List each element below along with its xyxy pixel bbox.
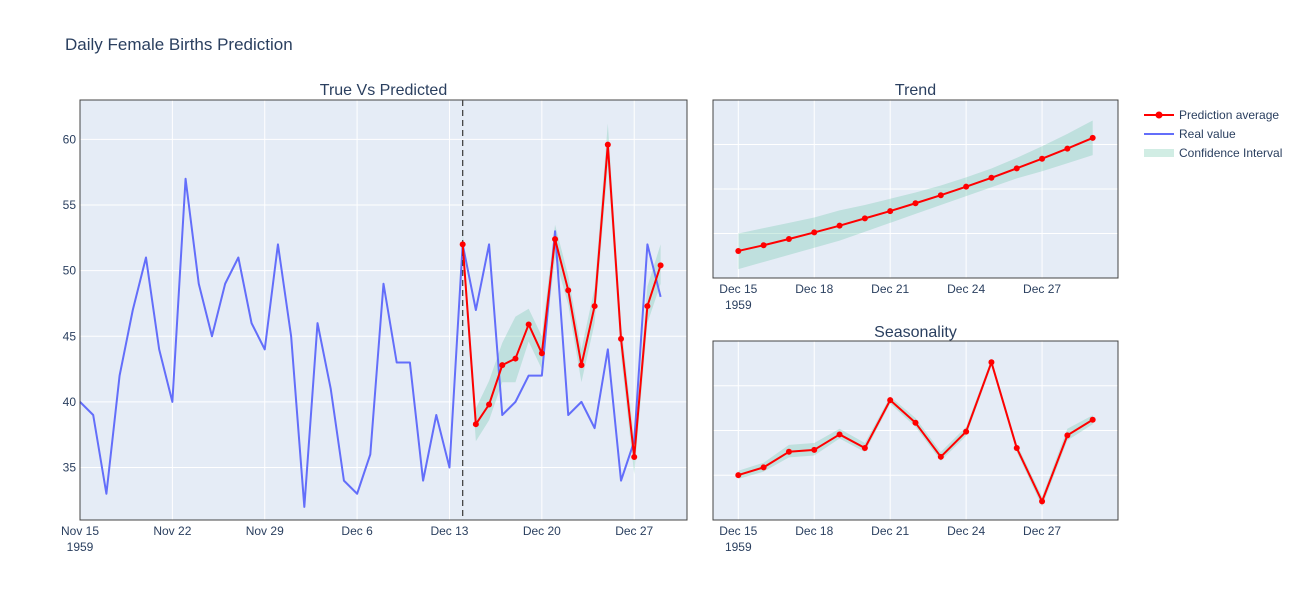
prediction-point [785, 236, 792, 243]
x-tick-label: Dec 24 [947, 282, 985, 296]
prediction-point [861, 445, 868, 452]
prediction-point [552, 236, 559, 243]
prediction-point [631, 454, 638, 460]
prediction-point [512, 355, 519, 362]
legend-item-real[interactable]: Real value [1144, 127, 1236, 141]
prediction-point [811, 229, 818, 236]
trend-panel: Dec 15 1959 Dec 18 Dec 21 Dec 24 Dec 27 [712, 99, 1119, 312]
legend-swatch-confidence [1144, 149, 1174, 157]
real-value-line [79, 177, 662, 508]
prediction-point [988, 359, 995, 366]
prediction-point [1089, 134, 1096, 141]
x-tick-label: Nov 15 [61, 524, 99, 538]
legend-label-prediction: Prediction average [1179, 108, 1279, 122]
x-tick-year-label: 1959 [725, 298, 752, 312]
x-tick-label: Dec 20 [523, 524, 561, 538]
x-tick-label: Nov 22 [153, 524, 191, 538]
y-tick-label: 45 [63, 329, 77, 343]
true-vs-predicted-panel: Nov 15 1959 Nov 22 Nov 29 Dec 6 Dec 13 Dec 20 D… [61, 99, 688, 554]
legend-marker-prediction [1155, 111, 1163, 119]
prediction-point [963, 183, 970, 190]
prediction-point [578, 362, 585, 369]
prediction-point [486, 401, 493, 408]
x-tick-label: Dec 24 [947, 524, 985, 538]
prediction-point [937, 192, 944, 199]
prediction-point [525, 321, 532, 328]
x-tick-year-label: 1959 [67, 540, 94, 554]
prediction-point [1064, 145, 1071, 152]
prediction-point [644, 303, 651, 310]
prediction-point [963, 428, 970, 435]
prediction-point [1089, 416, 1096, 423]
prediction-point [760, 242, 767, 249]
prediction-point [760, 464, 767, 471]
seasonality-panel: Dec 15 1959 Dec 18 Dec 21 Dec 24 Dec 27 [712, 340, 1119, 554]
x-tick-label: Dec 15 [719, 282, 757, 296]
plot-area [80, 100, 687, 520]
prediction-point [836, 222, 843, 229]
prediction-point [1064, 432, 1071, 439]
prediction-point [836, 431, 843, 438]
x-tick-label: Dec 18 [795, 524, 833, 538]
x-tick-label: Dec 6 [341, 524, 373, 538]
prediction-line [461, 143, 662, 458]
y-tick-label: 35 [63, 461, 77, 475]
figure-title: Daily Female Births Prediction [65, 35, 293, 54]
prediction-point [937, 453, 944, 460]
x-tick-label: Dec 15 [719, 524, 757, 538]
prediction-point [565, 287, 572, 294]
prediction-point [912, 200, 919, 207]
prediction-point [618, 335, 625, 342]
prediction-point [538, 350, 545, 357]
prediction-point [912, 419, 919, 426]
prediction-point [591, 303, 598, 310]
plot-frame [712, 99, 1119, 279]
plot-frame [79, 99, 688, 521]
subplot-title-seasonality: Seasonality [874, 324, 957, 341]
x-tick-label: Nov 29 [246, 524, 284, 538]
confidence-band [462, 123, 661, 475]
prediction-point [1039, 155, 1046, 162]
x-tick-label: Dec 18 [795, 282, 833, 296]
prediction-point [604, 141, 611, 148]
prediction-point [459, 241, 466, 248]
prediction-point [988, 174, 995, 181]
x-tick-label: Dec 21 [871, 524, 909, 538]
legend[interactable]: Prediction average Real value Confidence… [1144, 108, 1282, 160]
x-tick-label: Dec 27 [1023, 282, 1061, 296]
x-tick-label: Dec 27 [1023, 524, 1061, 538]
prediction-point [1013, 445, 1020, 452]
y-tick-label: 40 [63, 395, 77, 409]
legend-item-confidence[interactable]: Confidence Interval [1144, 146, 1282, 160]
plot-frame [712, 340, 1119, 521]
prediction-point [1039, 498, 1046, 505]
x-tick-year-label: 1959 [725, 540, 752, 554]
x-tick-label: Dec 27 [615, 524, 653, 538]
x-tick-label: Dec 21 [871, 282, 909, 296]
legend-label-confidence: Confidence Interval [1179, 146, 1282, 160]
y-tick-label: 55 [63, 198, 77, 212]
prediction-point [472, 421, 479, 428]
confidence-band [738, 120, 1093, 270]
prediction-point [499, 362, 506, 369]
legend-item-prediction[interactable]: Prediction average [1144, 108, 1279, 122]
prediction-point [887, 208, 894, 215]
prediction-point [1013, 165, 1020, 172]
prediction-point [785, 448, 792, 455]
y-tick-label: 60 [63, 132, 77, 146]
prediction-point [811, 446, 818, 453]
subplot-title-trend: Trend [895, 82, 936, 99]
x-tick-label: Dec 13 [430, 524, 468, 538]
subplot-title-true-vs-predicted: True Vs Predicted [320, 82, 447, 99]
prediction-point [735, 472, 742, 479]
prediction-point [887, 397, 894, 404]
prediction-point [735, 247, 742, 254]
legend-label-real: Real value [1179, 127, 1236, 141]
prediction-point [657, 262, 664, 269]
prediction-point [861, 215, 868, 222]
y-tick-label: 50 [63, 264, 77, 278]
